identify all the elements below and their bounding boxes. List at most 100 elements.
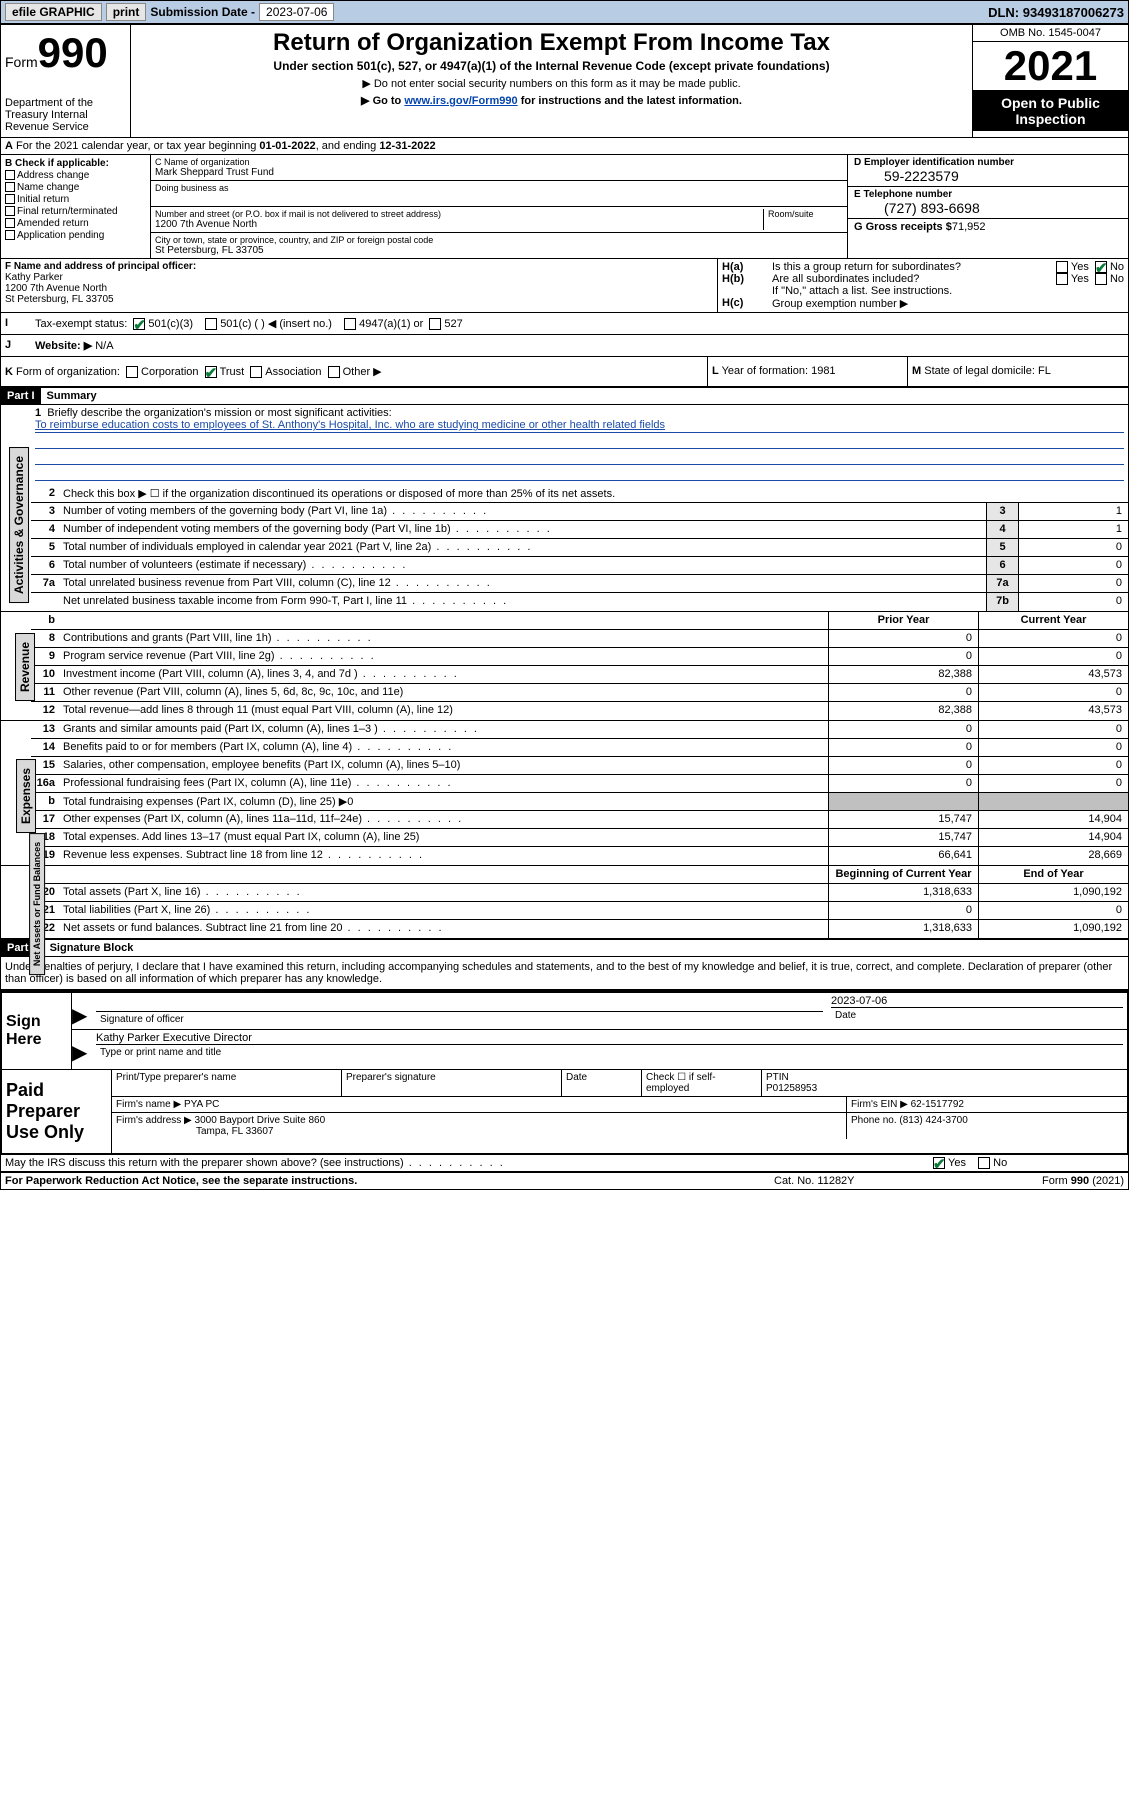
l15-curr: 0 — [978, 757, 1128, 774]
phone: (727) 893-6698 — [854, 200, 1122, 216]
l14-prior: 0 — [828, 739, 978, 756]
chk-other[interactable] — [328, 366, 340, 378]
ein: 59-2223579 — [854, 168, 1122, 184]
l16a-prior: 0 — [828, 775, 978, 792]
chk-address-change[interactable] — [5, 170, 15, 180]
irs-link[interactable]: www.irs.gov/Form990 — [404, 95, 517, 107]
dln-value: 93493187006273 — [1023, 5, 1124, 20]
l22-curr: 1,090,192 — [978, 920, 1128, 938]
form-word: Form — [5, 54, 38, 70]
l5-value: 0 — [1018, 539, 1128, 556]
chk-subs-no[interactable] — [1095, 273, 1107, 285]
l6-value: 0 — [1018, 557, 1128, 574]
sign-date: 2023-07-06 — [831, 995, 1123, 1007]
penalty-statement: Under penalties of perjury, I declare th… — [1, 957, 1128, 991]
hdr-boy: Beginning of Current Year — [828, 866, 978, 883]
part-i-header: Part I — [1, 388, 41, 404]
l22-prior: 1,318,633 — [828, 920, 978, 938]
l18-curr: 14,904 — [978, 829, 1128, 846]
chk-4947[interactable] — [344, 318, 356, 330]
hdr-current-year: Current Year — [978, 612, 1128, 629]
firm-ein: 62-1517792 — [911, 1099, 964, 1110]
l12-curr: 43,573 — [978, 702, 1128, 720]
hdr-eoy: End of Year — [978, 866, 1128, 883]
firm-address: 3000 Bayport Drive Suite 860 — [195, 1115, 326, 1126]
l3-value: 1 — [1018, 503, 1128, 520]
chk-amended-return[interactable] — [5, 218, 15, 228]
chk-group-no[interactable] — [1095, 261, 1107, 273]
l19-prior: 66,641 — [828, 847, 978, 865]
chk-name-change[interactable] — [5, 182, 15, 192]
chk-501c[interactable] — [205, 318, 217, 330]
paid-preparer-label: Paid Preparer Use Only — [2, 1070, 112, 1153]
ptin: P01258953 — [766, 1083, 817, 1094]
l9-curr: 0 — [978, 648, 1128, 665]
chk-discuss-yes[interactable] — [933, 1157, 945, 1169]
l13-prior: 0 — [828, 721, 978, 738]
chk-final-return[interactable] — [5, 206, 15, 216]
cat-number: Cat. No. 11282Y — [774, 1175, 974, 1187]
chk-501c3[interactable] — [133, 318, 145, 330]
l17-curr: 14,904 — [978, 811, 1128, 828]
l8-prior: 0 — [828, 630, 978, 647]
l13-curr: 0 — [978, 721, 1128, 738]
officer-printed-name: Kathy Parker Executive Director — [96, 1032, 1123, 1044]
chk-corp[interactable] — [126, 366, 138, 378]
l10-prior: 82,388 — [828, 666, 978, 683]
l9-prior: 0 — [828, 648, 978, 665]
vtab-governance: Activities & Governance — [9, 447, 29, 603]
org-name: Mark Sheppard Trust Fund — [155, 167, 843, 178]
website: N/A — [95, 340, 113, 352]
l18-prior: 15,747 — [828, 829, 978, 846]
l11-prior: 0 — [828, 684, 978, 701]
sign-here-label: Sign Here — [2, 993, 72, 1069]
l15-prior: 0 — [828, 757, 978, 774]
chk-subs-yes[interactable] — [1056, 273, 1068, 285]
dept-treasury: Department of the Treasury Internal Reve… — [5, 97, 126, 133]
chk-discuss-no[interactable] — [978, 1157, 990, 1169]
hdr-prior-year: Prior Year — [828, 612, 978, 629]
omb-number: OMB No. 1545-0047 — [973, 25, 1128, 42]
row-a-tax-year: A For the 2021 calendar year, or tax yea… — [1, 138, 1128, 155]
firm-phone: (813) 424-3700 — [899, 1115, 967, 1126]
l11-curr: 0 — [978, 684, 1128, 701]
chk-group-yes[interactable] — [1056, 261, 1068, 273]
form-header: Form990 Department of the Treasury Inter… — [1, 25, 1128, 138]
l19-curr: 28,669 — [978, 847, 1128, 865]
l16a-curr: 0 — [978, 775, 1128, 792]
vtab-expenses: Expenses — [16, 759, 36, 833]
firm-name: PYA PC — [184, 1099, 219, 1110]
submission-date-label: Submission Date - — [150, 5, 255, 19]
tax-year: 2021 — [973, 42, 1128, 91]
l17-prior: 15,747 — [828, 811, 978, 828]
street-address: 1200 7th Avenue North — [155, 219, 763, 230]
l7b-value: 0 — [1018, 593, 1128, 611]
chk-527[interactable] — [429, 318, 441, 330]
l21-prior: 0 — [828, 902, 978, 919]
form-subtitle: Under section 501(c), 527, or 4947(a)(1)… — [135, 59, 968, 73]
chk-application-pending[interactable] — [5, 230, 15, 240]
l21-curr: 0 — [978, 902, 1128, 919]
city-state-zip: St Petersburg, FL 33705 — [155, 245, 843, 256]
officer-name: Kathy Parker — [5, 272, 63, 283]
vtab-net-assets: Net Assets or Fund Balances — [29, 833, 45, 975]
l4-value: 1 — [1018, 521, 1128, 538]
dln-label: DLN: — [988, 5, 1019, 20]
l7a-value: 0 — [1018, 575, 1128, 592]
l20-curr: 1,090,192 — [978, 884, 1128, 901]
mission-text: To reimburse education costs to employee… — [35, 419, 1124, 433]
efile-topbar: efile GRAPHIC print Submission Date - 20… — [0, 0, 1129, 24]
l20-prior: 1,318,633 — [828, 884, 978, 901]
l10-curr: 43,573 — [978, 666, 1128, 683]
pra-notice: For Paperwork Reduction Act Notice, see … — [5, 1175, 774, 1187]
print-button[interactable]: print — [106, 3, 147, 21]
vtab-revenue: Revenue — [15, 633, 35, 701]
chk-initial-return[interactable] — [5, 194, 15, 204]
chk-assoc[interactable] — [250, 366, 262, 378]
form-title: Return of Organization Exempt From Incom… — [135, 29, 968, 57]
open-inspection: Open to Public Inspection — [973, 91, 1128, 131]
l12-prior: 82,388 — [828, 702, 978, 720]
col-b-checkboxes: B Check if applicable: Address change Na… — [1, 155, 151, 258]
chk-trust[interactable] — [205, 366, 217, 378]
state-domicile: FL — [1038, 365, 1051, 377]
